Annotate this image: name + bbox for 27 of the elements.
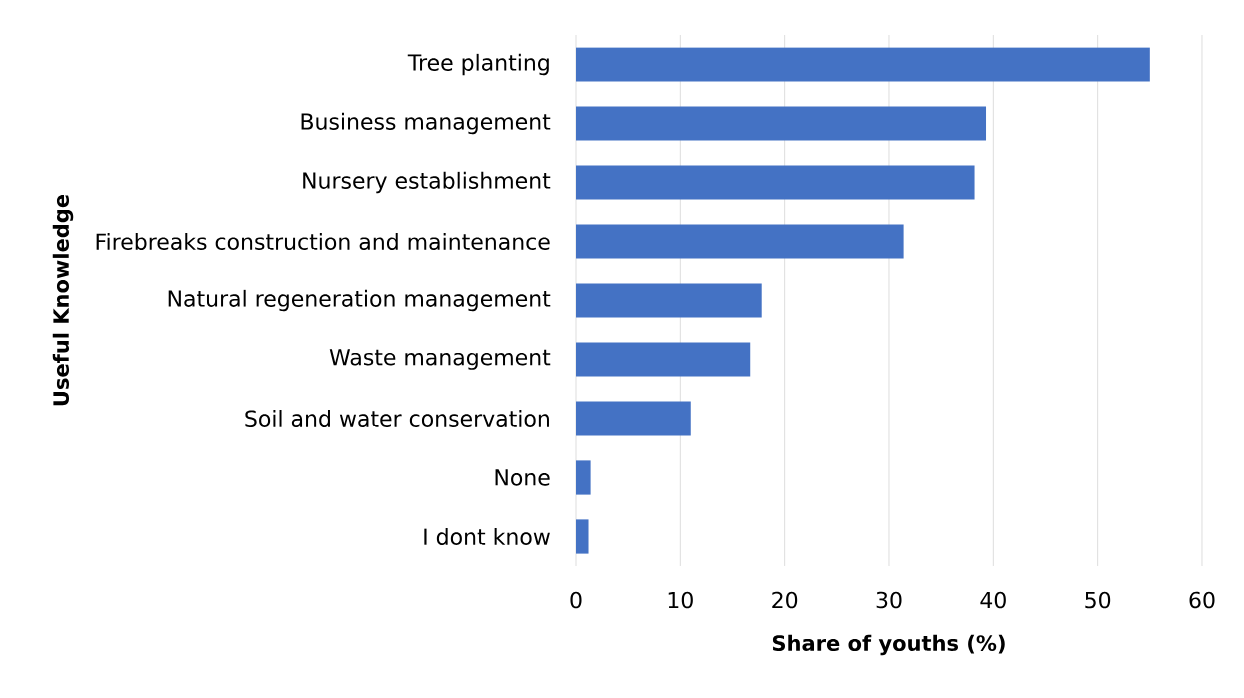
x-tick-label: 60 [1189,591,1215,609]
y-tick-label: I dont know [424,527,550,546]
x-tick-label: 30 [876,591,902,609]
bar [576,401,691,436]
bar [576,106,987,141]
x-tick-label: 0 [570,591,582,609]
y-tick-label: Nursery establishment [303,171,551,194]
bar [576,47,1150,82]
x-axis-title: Share of youths (%) [772,634,1005,656]
bar [576,224,904,259]
y-tick-label: Waste management [329,349,551,370]
y-tick-label: Tree planting [407,53,549,76]
bar [576,342,751,377]
x-tick-label: 20 [772,591,798,609]
bar [576,460,591,495]
y-tick-label: None [495,469,550,486]
y-tick-label: Soil and water conservation [245,409,549,428]
x-tick-label: 10 [668,591,693,609]
x-tick-label: 50 [1085,591,1111,609]
y-tick-label: Business management [301,112,551,135]
y-axis-title: Useful Knowledge [52,194,74,406]
y-tick-label: Natural regeneration management [168,289,551,312]
bar [576,283,762,318]
y-tick-label: Firebreaks construction and maintenance [96,232,550,251]
x-tick-label: 40 [980,591,1006,609]
bar [576,165,975,200]
bar [576,519,589,554]
